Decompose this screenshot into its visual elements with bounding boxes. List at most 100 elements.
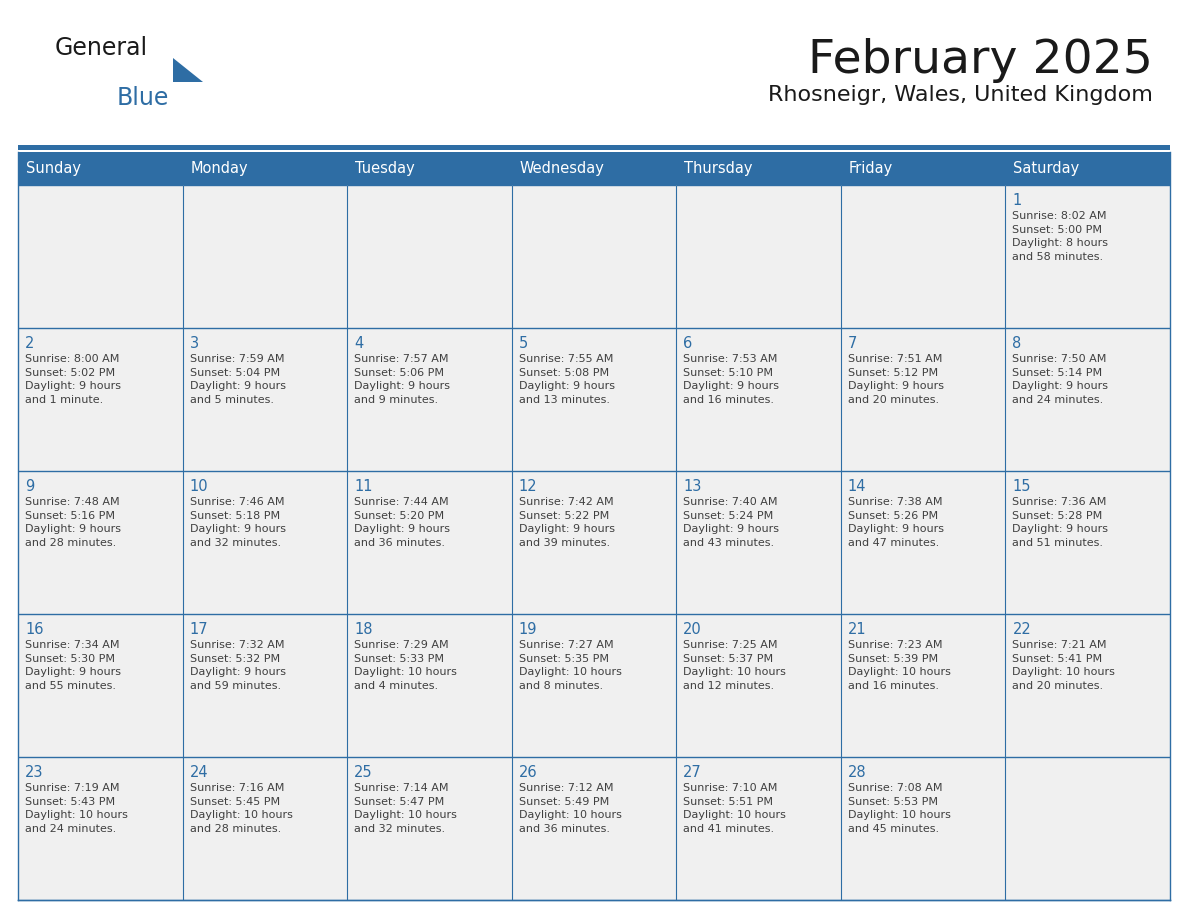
Bar <box>676 328 841 471</box>
Text: 10: 10 <box>190 479 208 494</box>
Text: February 2025: February 2025 <box>808 38 1154 83</box>
Bar <box>183 614 347 757</box>
Bar <box>1005 471 1170 614</box>
Text: Sunrise: 7:14 AM
Sunset: 5:47 PM
Daylight: 10 hours
and 32 minutes.: Sunrise: 7:14 AM Sunset: 5:47 PM Dayligh… <box>354 783 457 834</box>
Bar <box>18 471 183 614</box>
Text: 6: 6 <box>683 336 693 351</box>
Text: Sunrise: 7:16 AM
Sunset: 5:45 PM
Daylight: 10 hours
and 28 minutes.: Sunrise: 7:16 AM Sunset: 5:45 PM Dayligh… <box>190 783 292 834</box>
Bar <box>841 328 1005 471</box>
Text: 1: 1 <box>1012 193 1022 208</box>
Text: Sunrise: 7:53 AM
Sunset: 5:10 PM
Daylight: 9 hours
and 16 minutes.: Sunrise: 7:53 AM Sunset: 5:10 PM Dayligh… <box>683 354 779 405</box>
Text: Sunrise: 7:29 AM
Sunset: 5:33 PM
Daylight: 10 hours
and 4 minutes.: Sunrise: 7:29 AM Sunset: 5:33 PM Dayligh… <box>354 640 457 691</box>
Bar <box>676 757 841 900</box>
Text: Sunrise: 7:21 AM
Sunset: 5:41 PM
Daylight: 10 hours
and 20 minutes.: Sunrise: 7:21 AM Sunset: 5:41 PM Dayligh… <box>1012 640 1116 691</box>
Text: 13: 13 <box>683 479 702 494</box>
Text: 26: 26 <box>519 765 537 780</box>
Bar <box>512 328 676 471</box>
Text: Sunrise: 7:23 AM
Sunset: 5:39 PM
Daylight: 10 hours
and 16 minutes.: Sunrise: 7:23 AM Sunset: 5:39 PM Dayligh… <box>848 640 950 691</box>
Text: 16: 16 <box>25 622 44 637</box>
Bar <box>18 757 183 900</box>
Text: 5: 5 <box>519 336 527 351</box>
Text: 4: 4 <box>354 336 364 351</box>
Bar <box>347 185 512 328</box>
Bar <box>841 152 1005 185</box>
Text: Blue: Blue <box>116 86 170 110</box>
Text: Sunrise: 7:44 AM
Sunset: 5:20 PM
Daylight: 9 hours
and 36 minutes.: Sunrise: 7:44 AM Sunset: 5:20 PM Dayligh… <box>354 497 450 548</box>
Text: Sunrise: 7:19 AM
Sunset: 5:43 PM
Daylight: 10 hours
and 24 minutes.: Sunrise: 7:19 AM Sunset: 5:43 PM Dayligh… <box>25 783 128 834</box>
Text: 15: 15 <box>1012 479 1031 494</box>
Text: Sunrise: 7:55 AM
Sunset: 5:08 PM
Daylight: 9 hours
and 13 minutes.: Sunrise: 7:55 AM Sunset: 5:08 PM Dayligh… <box>519 354 614 405</box>
Text: 9: 9 <box>25 479 34 494</box>
Text: Sunrise: 7:48 AM
Sunset: 5:16 PM
Daylight: 9 hours
and 28 minutes.: Sunrise: 7:48 AM Sunset: 5:16 PM Dayligh… <box>25 497 121 548</box>
Text: Sunrise: 7:59 AM
Sunset: 5:04 PM
Daylight: 9 hours
and 5 minutes.: Sunrise: 7:59 AM Sunset: 5:04 PM Dayligh… <box>190 354 285 405</box>
Bar <box>183 152 347 185</box>
Bar <box>512 152 676 185</box>
Bar <box>1005 185 1170 328</box>
Text: Sunrise: 8:02 AM
Sunset: 5:00 PM
Daylight: 8 hours
and 58 minutes.: Sunrise: 8:02 AM Sunset: 5:00 PM Dayligh… <box>1012 211 1108 262</box>
Text: 23: 23 <box>25 765 44 780</box>
Bar <box>841 757 1005 900</box>
Bar <box>347 328 512 471</box>
Text: Sunrise: 7:51 AM
Sunset: 5:12 PM
Daylight: 9 hours
and 20 minutes.: Sunrise: 7:51 AM Sunset: 5:12 PM Dayligh… <box>848 354 943 405</box>
Bar <box>676 471 841 614</box>
Text: Sunrise: 7:27 AM
Sunset: 5:35 PM
Daylight: 10 hours
and 8 minutes.: Sunrise: 7:27 AM Sunset: 5:35 PM Dayligh… <box>519 640 621 691</box>
Bar <box>347 152 512 185</box>
Text: 20: 20 <box>683 622 702 637</box>
Bar <box>1005 328 1170 471</box>
Bar <box>347 471 512 614</box>
Bar <box>18 152 183 185</box>
Text: Sunrise: 7:12 AM
Sunset: 5:49 PM
Daylight: 10 hours
and 36 minutes.: Sunrise: 7:12 AM Sunset: 5:49 PM Dayligh… <box>519 783 621 834</box>
Bar <box>676 185 841 328</box>
Text: 2: 2 <box>25 336 34 351</box>
Bar <box>512 614 676 757</box>
Bar <box>183 471 347 614</box>
Bar <box>18 185 183 328</box>
Bar <box>183 185 347 328</box>
Text: Sunrise: 7:32 AM
Sunset: 5:32 PM
Daylight: 9 hours
and 59 minutes.: Sunrise: 7:32 AM Sunset: 5:32 PM Dayligh… <box>190 640 285 691</box>
Bar <box>512 471 676 614</box>
Text: Wednesday: Wednesday <box>519 161 605 176</box>
Bar <box>1005 152 1170 185</box>
Text: General: General <box>55 36 148 60</box>
Text: 3: 3 <box>190 336 198 351</box>
Bar <box>1005 757 1170 900</box>
Bar <box>676 614 841 757</box>
Text: 18: 18 <box>354 622 373 637</box>
Bar <box>18 614 183 757</box>
Bar <box>183 328 347 471</box>
Bar <box>18 145 1170 150</box>
Bar <box>183 757 347 900</box>
Text: 19: 19 <box>519 622 537 637</box>
Bar <box>676 152 841 185</box>
Text: 14: 14 <box>848 479 866 494</box>
Text: Sunrise: 7:36 AM
Sunset: 5:28 PM
Daylight: 9 hours
and 51 minutes.: Sunrise: 7:36 AM Sunset: 5:28 PM Dayligh… <box>1012 497 1108 548</box>
Bar <box>347 757 512 900</box>
Text: Sunrise: 7:34 AM
Sunset: 5:30 PM
Daylight: 9 hours
and 55 minutes.: Sunrise: 7:34 AM Sunset: 5:30 PM Dayligh… <box>25 640 121 691</box>
Bar <box>1005 614 1170 757</box>
Text: 28: 28 <box>848 765 866 780</box>
Text: Sunrise: 7:57 AM
Sunset: 5:06 PM
Daylight: 9 hours
and 9 minutes.: Sunrise: 7:57 AM Sunset: 5:06 PM Dayligh… <box>354 354 450 405</box>
Text: Sunrise: 7:50 AM
Sunset: 5:14 PM
Daylight: 9 hours
and 24 minutes.: Sunrise: 7:50 AM Sunset: 5:14 PM Dayligh… <box>1012 354 1108 405</box>
Text: 11: 11 <box>354 479 373 494</box>
Text: Sunrise: 7:25 AM
Sunset: 5:37 PM
Daylight: 10 hours
and 12 minutes.: Sunrise: 7:25 AM Sunset: 5:37 PM Dayligh… <box>683 640 786 691</box>
Text: Friday: Friday <box>849 161 893 176</box>
Text: Monday: Monday <box>190 161 248 176</box>
Text: 24: 24 <box>190 765 208 780</box>
Text: 7: 7 <box>848 336 858 351</box>
Bar <box>841 614 1005 757</box>
Bar <box>512 185 676 328</box>
Bar <box>347 614 512 757</box>
Text: Sunrise: 7:38 AM
Sunset: 5:26 PM
Daylight: 9 hours
and 47 minutes.: Sunrise: 7:38 AM Sunset: 5:26 PM Dayligh… <box>848 497 943 548</box>
Polygon shape <box>173 58 203 82</box>
Bar <box>18 328 183 471</box>
Text: 22: 22 <box>1012 622 1031 637</box>
Text: 17: 17 <box>190 622 208 637</box>
Text: Tuesday: Tuesday <box>355 161 415 176</box>
Bar <box>841 185 1005 328</box>
Text: Sunrise: 7:10 AM
Sunset: 5:51 PM
Daylight: 10 hours
and 41 minutes.: Sunrise: 7:10 AM Sunset: 5:51 PM Dayligh… <box>683 783 786 834</box>
Text: Sunrise: 7:46 AM
Sunset: 5:18 PM
Daylight: 9 hours
and 32 minutes.: Sunrise: 7:46 AM Sunset: 5:18 PM Dayligh… <box>190 497 285 548</box>
Text: Sunrise: 7:08 AM
Sunset: 5:53 PM
Daylight: 10 hours
and 45 minutes.: Sunrise: 7:08 AM Sunset: 5:53 PM Dayligh… <box>848 783 950 834</box>
Text: 8: 8 <box>1012 336 1022 351</box>
Text: 27: 27 <box>683 765 702 780</box>
Text: 25: 25 <box>354 765 373 780</box>
